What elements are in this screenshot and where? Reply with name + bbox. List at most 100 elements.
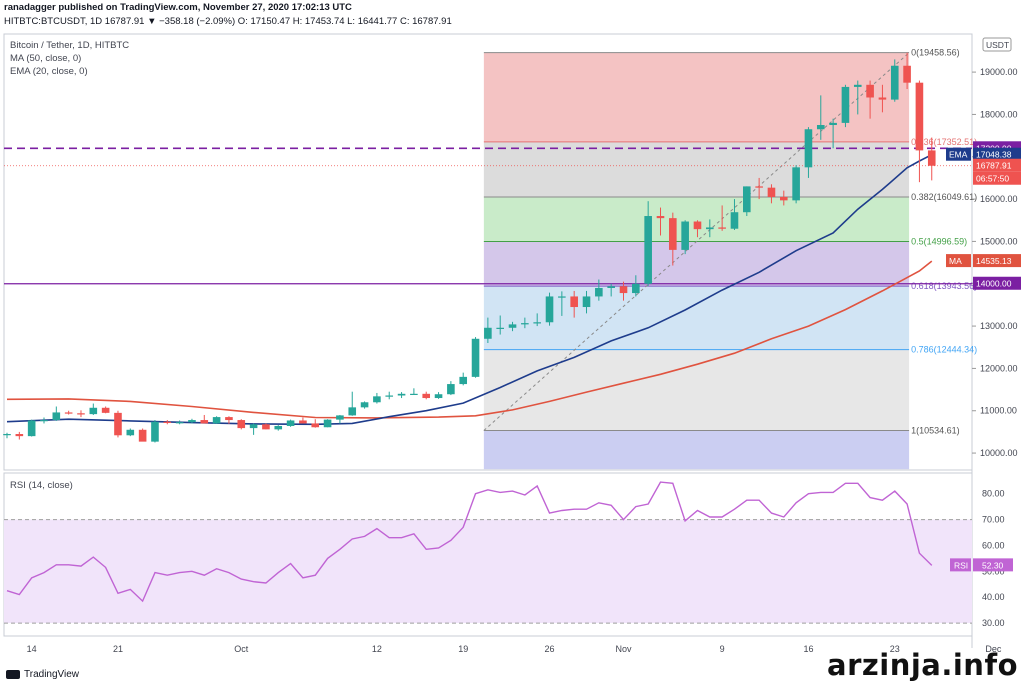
candle-body	[484, 327, 492, 339]
legend-rsi[interactable]: RSI (14, close)	[10, 480, 73, 491]
rsi-tick-label: 40.00	[982, 592, 1005, 602]
price-tick-label: 16000.00	[980, 194, 1018, 204]
close-price-label	[973, 158, 1021, 172]
time-tick-label: Oct	[234, 644, 249, 654]
candle-body	[595, 287, 603, 297]
ma-price-label-label: 14535.13	[976, 256, 1012, 266]
candle-body	[397, 393, 406, 396]
candle-body	[249, 424, 258, 429]
close-price-label-label: 16787.91	[976, 161, 1012, 171]
candle-body	[212, 417, 221, 424]
candle-body	[693, 221, 702, 230]
candle-body	[114, 412, 122, 436]
candle-body	[582, 296, 591, 308]
ema-price-label-tag	[946, 147, 971, 161]
rsi-tick-label: 70.00	[982, 515, 1005, 525]
time-tick-label: 9	[720, 644, 725, 654]
candle-body	[558, 296, 566, 298]
fib-zone	[483, 141, 910, 197]
rsi-value-label: 52.30	[982, 560, 1004, 570]
candle-body	[77, 413, 85, 415]
candle-body	[681, 221, 689, 250]
candle-body	[274, 425, 283, 430]
candle-body	[508, 324, 517, 328]
fib-level-label: 0.382(16049.61)	[911, 192, 977, 202]
candle-body	[434, 394, 443, 399]
candle-body	[471, 338, 480, 377]
candle-body	[779, 196, 788, 201]
candle-body	[299, 420, 307, 424]
candle-body	[89, 407, 98, 415]
candle-body	[496, 327, 504, 329]
candle-body	[915, 82, 924, 151]
time-tick-label: 19	[458, 644, 468, 654]
candle-body	[225, 417, 233, 421]
candle-body	[447, 384, 455, 395]
fib-level-label: 0.786(12444.34)	[911, 345, 977, 355]
candle-body	[163, 421, 172, 424]
price-tick-label: 11000.00	[980, 406, 1017, 416]
time-tick-label: 14	[27, 644, 37, 654]
candle-body	[151, 421, 159, 442]
publish-line: ranadagger published on TradingView.com,…	[4, 2, 352, 13]
legend-title: Bitcoin / Tether, 1D, HITBTC	[10, 40, 130, 51]
ma-50-line	[6, 260, 933, 419]
ma-price-label-tag	[946, 254, 971, 268]
candle-body	[138, 429, 147, 442]
price-tick-label: 10000.00	[980, 448, 1018, 458]
fib-level-label: 0.5(14996.59)	[911, 237, 967, 247]
time-tick-label: 26	[545, 644, 555, 654]
candle-body	[200, 420, 209, 424]
time-tick-label: 16	[803, 644, 813, 654]
time-tick-label: Dec	[985, 644, 1002, 654]
candle-body	[373, 396, 381, 403]
rsi-tick-label: 30.00	[982, 618, 1005, 628]
rsi-tick-label: 60.00	[982, 540, 1005, 550]
fib-zone	[483, 52, 910, 142]
candle-body	[459, 376, 468, 385]
candle-body	[903, 65, 911, 83]
candle-body	[348, 407, 357, 416]
ema-price-label-label: 17048.38	[976, 150, 1012, 160]
candle-body	[64, 412, 73, 414]
candle-body	[336, 415, 344, 420]
candle-body	[410, 393, 418, 396]
candle-body	[27, 420, 36, 437]
time-tick-label: 23	[890, 644, 900, 654]
ema-price-label	[973, 147, 1021, 161]
fib-level-label: 0.618(13943.56)	[911, 281, 977, 291]
price-tick-label: 12000.00	[980, 363, 1018, 373]
candle-body	[644, 216, 652, 284]
fib-zone	[483, 349, 910, 431]
candle-body	[188, 420, 196, 423]
candle-body	[311, 423, 320, 428]
price-tick-label: 13000.00	[980, 321, 1018, 331]
candle-body	[743, 186, 751, 213]
candle-body	[545, 296, 554, 323]
hline-price-label-label: 14000.00	[976, 279, 1012, 289]
ma-price-label	[973, 254, 1021, 268]
fib-trend-line	[483, 52, 910, 431]
countdown-label	[973, 171, 1021, 185]
candle-body	[755, 186, 763, 188]
fib-level-label: 1(10534.61)	[911, 425, 960, 435]
legend-ema[interactable]: EMA (20, close, 0)	[10, 66, 88, 77]
candle-body	[853, 84, 862, 87]
candle-body	[521, 323, 529, 325]
candle-body	[126, 429, 135, 436]
candle-body	[619, 286, 628, 294]
watermark: arzinja.info	[827, 648, 1018, 682]
hline-price-label	[973, 276, 1021, 290]
legend-ma[interactable]: MA (50, close, 0)	[10, 53, 82, 64]
rsi-value-box	[973, 558, 1013, 572]
candle-body	[730, 212, 739, 229]
candle-body	[669, 218, 677, 250]
fib-zone	[483, 430, 910, 470]
candle-body	[262, 424, 270, 430]
candle-body	[52, 412, 61, 421]
tradingview-logo[interactable]: TradingView	[6, 669, 79, 680]
candle-body	[101, 407, 110, 413]
candle-body	[422, 393, 431, 399]
candle-body	[40, 420, 48, 422]
